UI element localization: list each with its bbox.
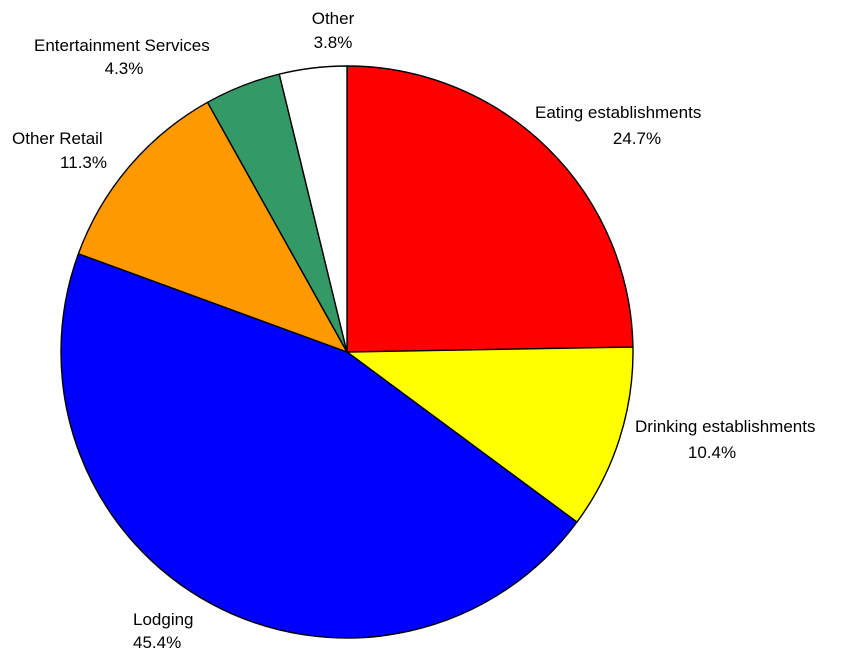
value-lodging: 45.4% [133, 633, 181, 652]
pie-slice-other [278, 65, 348, 353]
label-lodging: Lodging [133, 610, 194, 629]
pie-slice-eating-establishments [346, 65, 634, 353]
label-eating-establishments: Eating establishments [535, 103, 701, 122]
value-eating-establishments: 24.7% [613, 129, 661, 148]
value-entertainment-services: 4.3% [105, 59, 144, 78]
value-other: 3.8% [314, 33, 353, 52]
label-other: Other [312, 9, 355, 28]
pie-slice-other-retail [77, 101, 348, 353]
label-entertainment-services: Entertainment Services [34, 36, 210, 55]
value-drinking-establishments: 10.4% [688, 443, 736, 462]
pie-slice-lodging [60, 253, 578, 639]
pie-slice-drinking-establishments [346, 346, 634, 523]
label-drinking-establishments: Drinking establishments [635, 417, 815, 436]
pie-slices [60, 65, 634, 639]
label-other-retail: Other Retail [12, 129, 103, 148]
value-other-retail: 11.3% [60, 153, 107, 172]
